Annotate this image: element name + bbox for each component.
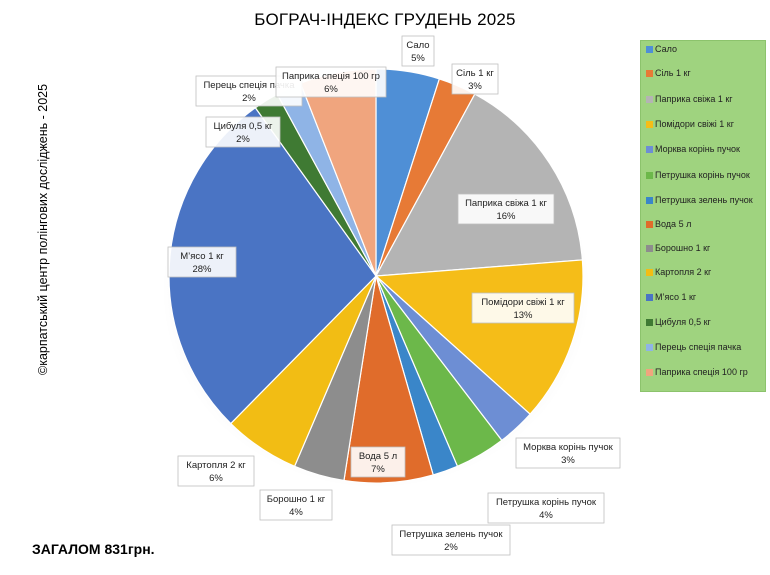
total-price: ЗАГАЛОМ 831грн. [32,541,155,557]
data-label-name: Вода 5 л [359,451,397,462]
data-label-name: Картопля 2 кг [186,460,246,471]
legend-item: Вода 5 л [646,219,764,230]
data-label-name: Паприка спеція 100 гр [282,71,380,82]
legend-swatch [646,121,653,128]
data-label-name: Паприка свіжа 1 кг [465,198,547,209]
legend-swatch [646,369,653,376]
data-label-name: Перець спеція пачка [203,80,295,91]
data-label-box [391,524,511,556]
data-label-value: 2% [236,134,250,145]
legend-item: Цибуля 0,5 кг [646,317,764,328]
data-label-box [275,66,387,98]
legend-label: Картопля 2 кг [655,267,712,277]
data-label-value: 4% [539,510,553,521]
legend-item: Сіль 1 кг [646,68,764,79]
data-label-value: 5% [411,53,425,64]
legend-label: Паприка свіжа 1 кг [655,94,733,104]
data-label-value: 6% [324,84,338,95]
data-label-name: Помідори свіжі 1 кг [481,297,565,308]
legend-item: Морква корінь пучок [646,144,764,155]
legend-label: Сало [655,44,677,54]
data-label-box [259,489,333,521]
legend-swatch [646,172,653,179]
data-label-box [457,193,555,225]
pie-slice [374,93,584,277]
data-label-value: 2% [444,542,458,553]
legend-item: Паприка спеція 100 гр [646,367,764,378]
data-label-name: Борошно 1 кг [267,494,326,505]
legend-item: Борошно 1 кг [646,243,764,254]
data-label-box [350,446,406,478]
data-label-name: Цибуля 0,5 кг [214,121,273,132]
legend-swatch [646,146,653,153]
data-label-name: Морква корінь пучок [523,442,614,453]
legend-label: Паприка спеція 100 гр [655,367,748,377]
data-label-value: 3% [561,455,575,466]
legend-label: Петрушка корінь пучок [655,170,750,180]
data-label-value: 28% [192,264,212,275]
legend-swatch [646,344,653,351]
data-label-box [471,292,575,324]
legend-label: Вода 5 л [655,219,692,229]
legend-swatch [646,221,653,228]
data-label-name: М’ясо 1 кг [180,251,224,262]
chart-legend: Сало Сіль 1 кг Паприка свіжа 1 кг Помідори … [640,40,766,392]
legend-label: Цибуля 0,5 кг [655,317,711,327]
chart-title: БОГРАЧ-ІНДЕКС ГРУДЕНЬ 2025 [254,10,516,29]
legend-swatch [646,197,653,204]
data-labels: Сало 5% Сіль 1 кг 3% Паприка свіжа 1 кг 16% По… [167,35,621,556]
legend-swatch [646,96,653,103]
legend-label: Морква корінь пучок [655,144,740,154]
data-label-box [167,246,237,278]
data-label-value: 7% [371,464,385,475]
legend-label: Борошно 1 кг [655,243,711,253]
legend-swatch [646,269,653,276]
legend-swatch [646,70,653,77]
data-label-box [515,437,621,469]
data-label-value: 6% [209,473,223,484]
legend-label: Перець спеція пачка [655,342,742,352]
data-label-box [451,63,499,95]
legend-item: Петрушка зелень пучок [646,195,764,206]
legend-item: Петрушка корінь пучок [646,170,764,181]
data-label-value: 13% [513,310,533,321]
legend-label: Сіль 1 кг [655,68,691,78]
legend-swatch [646,294,653,301]
data-label-name: Сало [406,40,429,51]
legend-item: Картопля 2 кг [646,267,764,278]
legend-label: Петрушка зелень пучок [655,195,753,205]
data-label-value: 2% [242,93,256,104]
data-label-box [487,492,605,524]
legend-item: Перець спеція пачка [646,342,764,353]
data-label-value: 3% [468,81,482,92]
data-label-value: 16% [496,211,516,222]
legend-item: Сало [646,44,764,55]
legend-item: Помідори свіжі 1 кг [646,119,764,130]
legend-item: М’ясо 1 кг [646,292,764,303]
legend-swatch [646,319,653,326]
data-label-name: Петрушка корінь пучок [496,497,597,508]
legend-swatch [646,46,653,53]
legend-item: Паприка свіжа 1 кг [646,94,764,105]
data-label-name: Сіль 1 кг [456,68,494,79]
data-label-name: Петрушка зелень пучок [399,529,503,540]
legend-swatch [646,245,653,252]
data-label-box [401,35,435,67]
legend-label: Помідори свіжі 1 кг [655,119,734,129]
legend-label: М’ясо 1 кг [655,292,697,302]
data-label-box [177,455,255,487]
data-label-box [205,116,281,148]
data-label-value: 4% [289,507,303,518]
